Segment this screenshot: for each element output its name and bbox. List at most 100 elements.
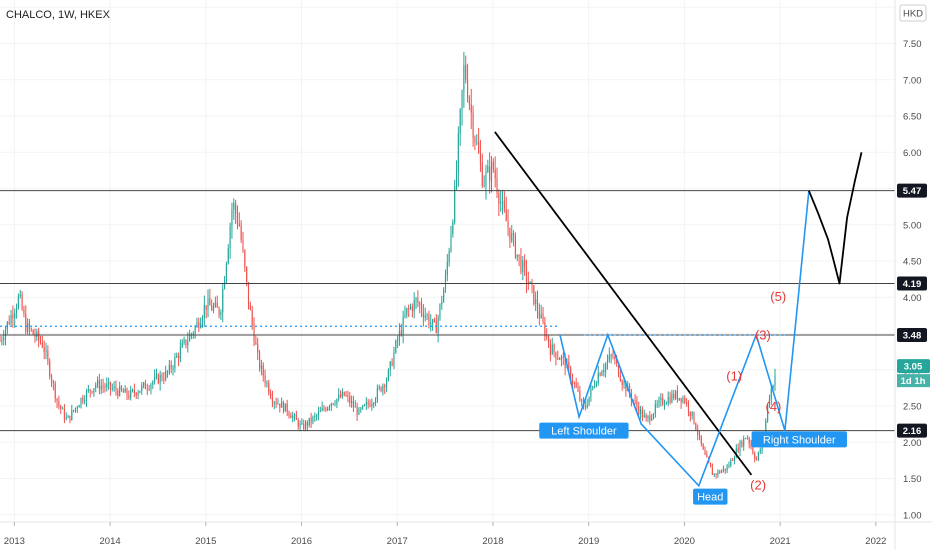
candle-body xyxy=(617,362,620,376)
candle-body xyxy=(141,385,143,391)
candle-body xyxy=(23,309,25,314)
y-tick-label: 4.00 xyxy=(903,293,922,304)
candle-body xyxy=(586,404,588,408)
candle-body xyxy=(12,314,14,319)
head-shoulders-pattern[interactable] xyxy=(559,190,810,488)
candle-body xyxy=(109,382,112,389)
candle-body xyxy=(319,410,321,412)
y-tick-label: 7.00 xyxy=(903,75,922,86)
candle-body xyxy=(260,365,262,369)
candle-body xyxy=(135,393,137,396)
level-price-tag xyxy=(897,423,927,438)
candle-body xyxy=(209,298,211,306)
candle-body xyxy=(542,314,544,323)
level-price-tag xyxy=(897,327,927,342)
candle-body xyxy=(765,420,767,436)
candle-body xyxy=(547,336,550,345)
candle-body xyxy=(709,462,712,468)
candle-body xyxy=(84,400,86,402)
candle-body xyxy=(71,410,73,420)
candle-body xyxy=(397,339,399,341)
candle-body xyxy=(185,339,187,346)
candle-body xyxy=(459,109,461,134)
candle-body xyxy=(748,437,750,444)
candle-body xyxy=(157,374,159,384)
candle-body xyxy=(540,314,542,319)
candle-body xyxy=(638,406,640,414)
candle-body xyxy=(122,390,124,393)
candle-body xyxy=(584,406,586,408)
candle-body xyxy=(678,397,680,400)
candle-body xyxy=(60,405,62,409)
candle-body xyxy=(36,331,38,338)
candle-body xyxy=(28,322,31,329)
candle-body xyxy=(643,415,645,418)
candle-body xyxy=(588,396,590,405)
candle-body xyxy=(465,65,467,80)
candle-body xyxy=(592,386,594,389)
candle-body xyxy=(698,434,701,436)
candle-body xyxy=(715,473,717,475)
candle-body xyxy=(483,185,485,187)
candle-body xyxy=(619,375,621,381)
candle-body xyxy=(606,360,609,364)
candle-body xyxy=(327,407,329,411)
pattern-callout xyxy=(539,422,629,439)
candle-body xyxy=(297,419,299,427)
candle-body xyxy=(501,201,504,203)
candle-body xyxy=(724,468,726,471)
x-tick-label: 2018 xyxy=(482,536,503,547)
time-scale[interactable]: 2013 2014 2015 2016 2017 2018 2019 2020 2021 2022 xyxy=(4,522,887,547)
horizontal-levels[interactable] xyxy=(0,190,895,432)
candle-body xyxy=(595,383,597,387)
candle-body xyxy=(577,387,579,392)
candle-body xyxy=(756,459,758,461)
currency-badge[interactable] xyxy=(899,4,927,22)
candle-body xyxy=(693,411,695,424)
candle-body xyxy=(148,388,150,390)
candle-body xyxy=(686,402,688,404)
candle-body xyxy=(691,411,693,417)
candle-body xyxy=(559,358,561,360)
candle-body xyxy=(246,266,248,282)
candle-body xyxy=(406,307,408,315)
candle-body xyxy=(466,79,469,99)
candle-body xyxy=(334,404,336,406)
candle-body xyxy=(498,192,500,204)
candle-body xyxy=(325,408,327,411)
x-tick-label: 2013 xyxy=(4,536,25,547)
candle-body xyxy=(525,266,528,283)
x-tick-label: 2019 xyxy=(578,536,599,547)
candles xyxy=(0,51,776,479)
candle-body xyxy=(159,375,161,384)
candle-body xyxy=(680,397,682,403)
price-scale[interactable]: 1.001.502.002.503.003.504.004.505.005.50… xyxy=(897,3,930,522)
candle-body xyxy=(106,383,108,388)
candle-body xyxy=(144,382,146,389)
candle-body xyxy=(34,334,36,338)
candle-body xyxy=(255,342,257,345)
trendline[interactable] xyxy=(494,131,753,476)
candle-body xyxy=(290,415,292,419)
candle-body xyxy=(662,397,664,405)
candle-body xyxy=(663,404,666,406)
candle-body xyxy=(1,340,3,342)
candle-body xyxy=(104,386,106,388)
candle-body xyxy=(461,90,463,110)
candle-body xyxy=(612,355,614,357)
drawings[interactable] xyxy=(494,131,863,488)
candle-body xyxy=(251,310,253,325)
candle-body xyxy=(270,392,272,398)
pattern-callout xyxy=(693,488,728,505)
candle-body xyxy=(511,233,513,241)
candle-body xyxy=(513,233,515,236)
projection-path[interactable] xyxy=(808,152,863,285)
candle-body xyxy=(271,397,274,403)
candle-body xyxy=(420,304,423,312)
candle-body xyxy=(41,342,43,348)
pattern-callout-text: Right Shoulder xyxy=(763,434,836,446)
candle-body xyxy=(310,417,312,423)
candle-body xyxy=(98,380,100,390)
